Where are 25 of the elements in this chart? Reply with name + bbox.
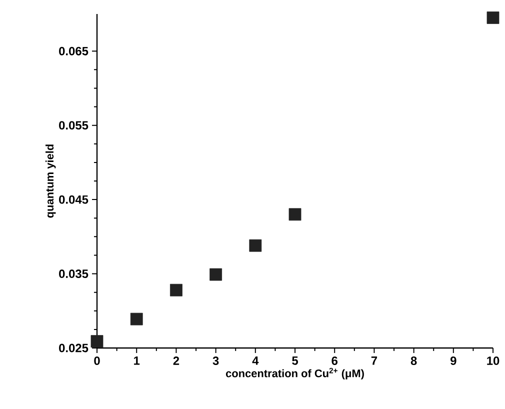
- point: [210, 268, 222, 281]
- x-tick-label: 0: [94, 356, 100, 365]
- x-tick-label: 6: [332, 356, 338, 365]
- y-tick-label: 0.055: [59, 121, 88, 130]
- x-tick-label: 10: [487, 356, 500, 365]
- x-tick-label: 9: [450, 356, 456, 365]
- y-tick-label: 0.045: [59, 195, 88, 204]
- point: [288, 208, 302, 221]
- point: [90, 335, 104, 348]
- y-tick-label: 0.025: [59, 344, 88, 352]
- point: [130, 312, 143, 326]
- x-tick-label: 2: [173, 356, 180, 365]
- x-tick-label: 1: [134, 356, 140, 365]
- x-tick-label: 4: [252, 356, 259, 365]
- point: [486, 12, 500, 24]
- x-tick-label: 7: [371, 356, 378, 365]
- y-tick-label: 0.065: [59, 46, 88, 56]
- x-tick-label: 3: [212, 356, 219, 366]
- x-tick-label: 5: [292, 356, 298, 365]
- x-tick-label: 8: [410, 356, 417, 365]
- x-axis-title: concentration of Cu$^{2+}$ (μM): [226, 368, 364, 380]
- y-tick-label: 0.035: [59, 270, 88, 278]
- point: [249, 239, 262, 252]
- y-axis-title: quantum yield: [46, 144, 56, 218]
- point: [170, 284, 182, 296]
